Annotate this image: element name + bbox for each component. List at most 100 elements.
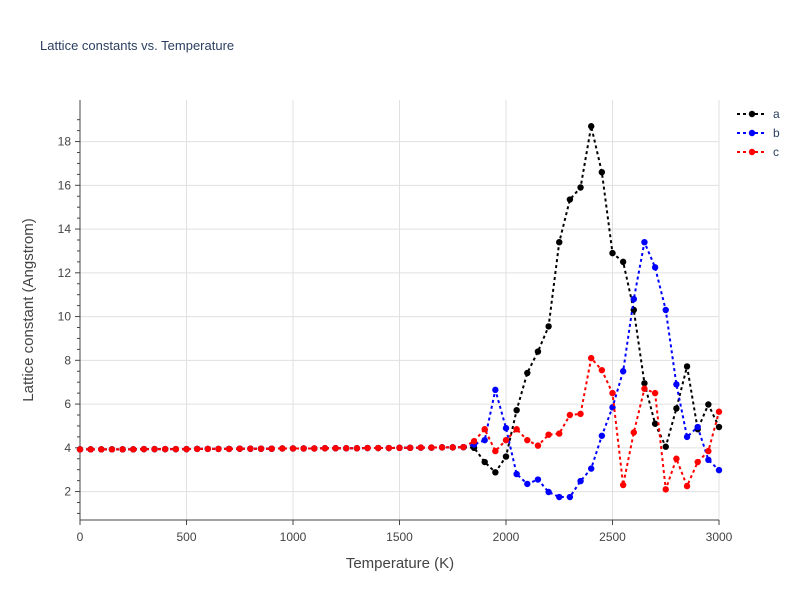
data-point-c — [534, 442, 542, 449]
data-point-c — [449, 444, 456, 451]
data-point-b — [502, 424, 510, 432]
data-point-b — [481, 436, 488, 444]
data-point-a — [534, 348, 542, 355]
chart-title: Lattice constants vs. Temperature — [40, 38, 234, 53]
data-point-a — [502, 453, 510, 460]
data-point-b — [577, 477, 584, 485]
data-point-c — [236, 445, 243, 452]
data-point-c — [588, 354, 595, 362]
data-point-a — [577, 184, 584, 191]
data-point-b — [598, 432, 606, 439]
data-point-c — [470, 438, 478, 445]
data-point-c — [619, 481, 627, 489]
data-point-c — [172, 445, 180, 453]
data-point-c — [300, 445, 307, 452]
data-point-c — [715, 408, 723, 415]
data-point-c — [545, 431, 552, 438]
y-tick-label: 4 — [64, 441, 71, 455]
series-layer — [76, 123, 723, 501]
data-point-b — [705, 456, 712, 464]
data-point-b — [545, 488, 552, 496]
data-point-a — [651, 420, 659, 427]
data-point-c — [651, 389, 659, 397]
legend-item-a[interactable]: a — [737, 107, 780, 121]
data-point-c — [556, 430, 563, 437]
data-point-a — [609, 249, 616, 257]
x-tick-label: 1000 — [280, 530, 307, 544]
legend-label-b: b — [773, 126, 780, 140]
data-point-a — [715, 423, 723, 431]
y-axis-title: Lattice constant (Angstrom) — [20, 218, 37, 401]
data-point-b — [619, 368, 627, 375]
data-point-c — [460, 443, 467, 451]
data-point-c — [694, 458, 701, 466]
data-point-a — [545, 323, 552, 330]
data-point-a — [662, 443, 669, 450]
data-point-c — [140, 445, 148, 453]
data-point-a — [598, 168, 606, 176]
legend-item-b[interactable]: b — [737, 126, 780, 140]
data-point-c — [566, 411, 574, 419]
data-point-c — [311, 445, 318, 452]
data-point-a — [673, 405, 680, 412]
data-point-c — [151, 445, 158, 453]
data-point-a — [683, 363, 691, 370]
data-point-c — [417, 444, 424, 451]
data-point-c — [193, 445, 201, 453]
legend-marker-b — [748, 129, 756, 137]
y-tick-label: 18 — [58, 135, 72, 149]
x-axis-title: Temperature (K) — [346, 555, 454, 572]
data-point-c — [683, 482, 691, 490]
data-point-c — [268, 445, 275, 452]
data-point-c — [162, 445, 169, 453]
data-point-c — [332, 445, 339, 452]
data-point-a — [705, 401, 712, 408]
data-point-c — [428, 444, 435, 451]
data-point-c — [406, 444, 414, 452]
data-point-b — [715, 466, 723, 474]
data-point-c — [375, 444, 382, 452]
data-point-c — [343, 445, 350, 452]
data-point-b — [694, 423, 701, 431]
data-point-c — [98, 446, 105, 453]
data-point-b — [588, 465, 595, 472]
y-tick-label: 6 — [64, 397, 71, 411]
data-point-b — [513, 470, 520, 478]
data-point-b — [566, 493, 574, 501]
data-point-b — [492, 386, 499, 394]
data-point-c — [630, 429, 637, 436]
data-point-a — [513, 406, 520, 414]
x-tick-label: 0 — [77, 530, 84, 544]
data-point-c — [385, 444, 393, 452]
data-point-a — [492, 469, 499, 476]
y-tick-label: 16 — [58, 178, 72, 192]
data-point-c — [705, 447, 712, 455]
y-tick-label: 10 — [58, 310, 72, 324]
data-point-b — [683, 433, 691, 441]
data-point-c — [204, 445, 211, 453]
data-point-c — [513, 426, 520, 433]
data-point-c — [247, 445, 254, 452]
data-point-c — [673, 455, 680, 462]
data-point-b — [662, 306, 669, 314]
x-tick-label: 3000 — [706, 530, 733, 544]
data-point-b — [534, 476, 542, 483]
data-point-b — [673, 381, 680, 388]
data-point-c — [108, 446, 116, 453]
data-point-b — [630, 295, 637, 303]
legend[interactable]: abc — [737, 107, 780, 159]
data-point-b — [651, 264, 659, 271]
data-point-c — [481, 426, 488, 433]
data-point-b — [556, 493, 563, 501]
axes: 0 500 1000 1500 2000 2500 3000 2 4 6 8 10 12 14 16 18 — [58, 100, 733, 544]
legend-item-c[interactable]: c — [737, 145, 779, 159]
data-point-c — [662, 486, 669, 493]
data-point-c — [183, 445, 190, 453]
data-point-c — [321, 445, 329, 452]
data-point-c — [215, 445, 222, 453]
data-point-c — [577, 410, 584, 418]
data-point-c — [641, 385, 648, 392]
data-point-c — [438, 444, 446, 451]
data-point-a — [641, 380, 648, 387]
